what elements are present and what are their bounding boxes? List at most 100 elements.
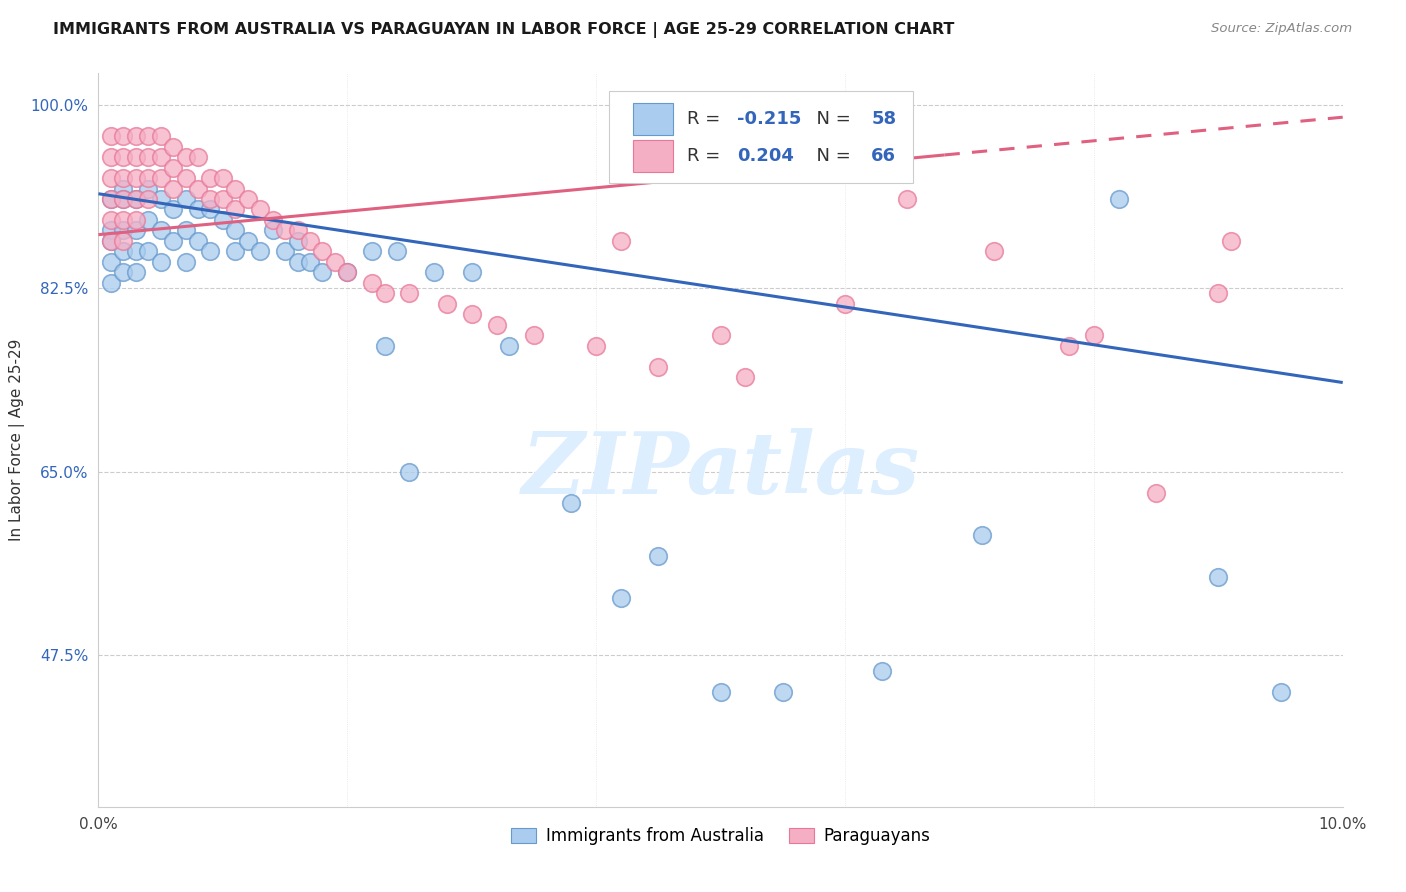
Point (112, 129, 135, 144)
Point (149, 129, 172, 144)
Point (149, 171, 172, 186)
Point (1083, 328, 1105, 343)
Point (274, 223, 297, 237)
Point (125, 150, 148, 164)
Point (136, 181, 159, 195)
Point (100, 255, 122, 269)
Point (610, 234, 633, 248)
Point (710, 328, 733, 343)
Point (136, 244, 159, 259)
Text: R =: R = (688, 147, 725, 165)
Point (100, 234, 122, 248)
Point (249, 244, 271, 259)
Point (200, 192, 222, 206)
Point (187, 202, 209, 217)
Point (187, 181, 209, 195)
Point (100, 129, 122, 144)
Point (211, 192, 233, 206)
Point (1057, 339, 1080, 353)
Point (262, 223, 284, 237)
Point (224, 181, 246, 195)
Point (262, 213, 284, 227)
Point (125, 129, 148, 144)
Point (136, 213, 159, 227)
Point (200, 171, 222, 186)
Point (361, 276, 384, 290)
Point (149, 192, 172, 206)
Point (287, 255, 309, 269)
Point (236, 192, 259, 206)
Point (398, 286, 420, 301)
Point (374, 286, 396, 301)
Text: Source: ZipAtlas.com: Source: ZipAtlas.com (1212, 22, 1353, 36)
Point (112, 192, 135, 206)
Point (311, 265, 333, 279)
Point (436, 297, 458, 311)
Point (1270, 685, 1292, 699)
Point (983, 244, 1005, 259)
Point (834, 297, 856, 311)
Point (772, 685, 794, 699)
Point (112, 192, 135, 206)
Point (174, 171, 197, 186)
Point (224, 223, 246, 237)
Point (523, 328, 546, 343)
Point (125, 192, 148, 206)
Point (187, 234, 209, 248)
Point (398, 465, 420, 479)
Point (136, 171, 159, 186)
Text: R =: R = (688, 110, 725, 128)
FancyBboxPatch shape (634, 103, 673, 135)
Point (423, 265, 446, 279)
Point (125, 213, 148, 227)
Point (872, 664, 894, 678)
Point (174, 192, 197, 206)
Point (112, 265, 135, 279)
Point (896, 192, 918, 206)
Point (100, 234, 122, 248)
Point (125, 171, 148, 186)
Point (1206, 569, 1229, 583)
Point (125, 265, 148, 279)
Text: 0.204: 0.204 (737, 147, 793, 165)
Point (174, 223, 197, 237)
Text: IMMIGRANTS FROM AUSTRALIA VS PARAGUAYAN IN LABOR FORCE | AGE 25-29 CORRELATION C: IMMIGRANTS FROM AUSTRALIA VS PARAGUAYAN … (53, 22, 955, 38)
Point (274, 244, 297, 259)
Legend: Immigrants from Australia, Paraguayans: Immigrants from Australia, Paraguayans (503, 821, 938, 852)
Point (287, 234, 309, 248)
Point (100, 171, 122, 186)
Point (100, 213, 122, 227)
Point (498, 339, 520, 353)
Point (100, 276, 122, 290)
Point (224, 202, 246, 217)
FancyBboxPatch shape (634, 140, 673, 172)
Point (211, 213, 233, 227)
Point (610, 591, 633, 605)
Point (162, 234, 184, 248)
Point (112, 223, 135, 237)
Point (1108, 192, 1130, 206)
Point (336, 265, 359, 279)
Point (162, 181, 184, 195)
Point (187, 150, 209, 164)
Point (323, 255, 346, 269)
Point (710, 685, 733, 699)
Point (112, 244, 135, 259)
Point (136, 192, 159, 206)
FancyBboxPatch shape (609, 92, 914, 183)
Point (385, 244, 408, 259)
Point (149, 223, 172, 237)
Point (734, 370, 756, 384)
Point (100, 150, 122, 164)
Point (1206, 286, 1229, 301)
Point (125, 223, 148, 237)
Point (585, 339, 607, 353)
Point (100, 192, 122, 206)
Point (560, 496, 582, 510)
Point (1219, 234, 1241, 248)
Point (162, 161, 184, 175)
Point (125, 192, 148, 206)
Text: N =: N = (806, 147, 856, 165)
Point (460, 307, 484, 321)
Point (112, 181, 135, 195)
